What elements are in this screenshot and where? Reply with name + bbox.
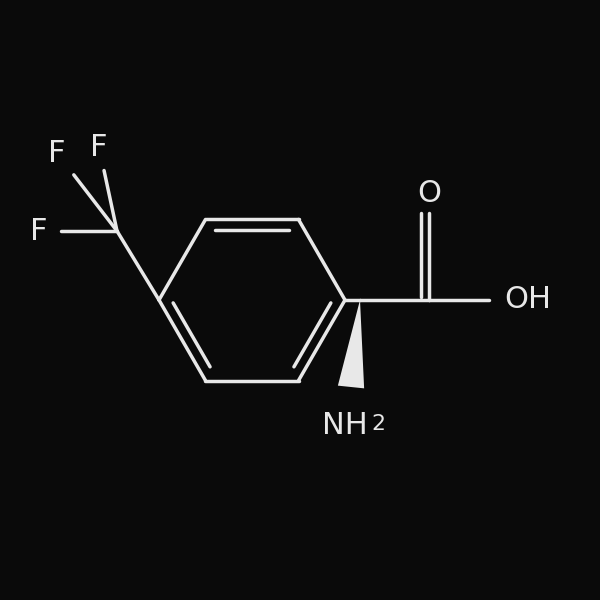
Text: F: F xyxy=(48,139,66,167)
Text: 2: 2 xyxy=(371,414,385,434)
Text: F: F xyxy=(90,133,108,161)
Polygon shape xyxy=(338,300,364,388)
Text: F: F xyxy=(30,217,48,245)
Text: O: O xyxy=(417,179,441,208)
Text: OH: OH xyxy=(504,286,551,314)
Text: NH: NH xyxy=(322,411,368,440)
